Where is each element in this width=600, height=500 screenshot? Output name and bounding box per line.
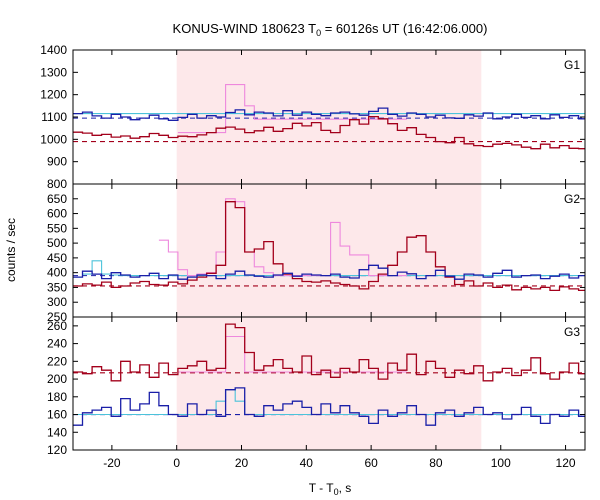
y-tick-label: 260 (47, 319, 67, 333)
series-dark-red-g1 (73, 115, 585, 150)
y-tick-label: 1000 (40, 132, 67, 146)
burst-interval-shade (176, 50, 482, 450)
y-tick-label: 1200 (40, 88, 67, 102)
x-tick-label: 60 (364, 456, 378, 470)
series-dark-red-g2 (73, 201, 585, 292)
y-tick-label: 1100 (41, 110, 67, 124)
y-tick-label: 1400 (40, 43, 67, 57)
x-tick-label: -20 (103, 456, 121, 470)
panel-label: G3 (564, 325, 580, 339)
series-group (73, 323, 585, 426)
panel-label: G2 (564, 192, 580, 206)
x-tick-label: 0 (173, 456, 180, 470)
y-tick-label: 240 (47, 337, 67, 351)
y-tick-label: 350 (47, 280, 67, 294)
series-blue-g1 (73, 107, 585, 121)
series-dark-red-g3 (73, 323, 585, 382)
x-tick-label: 120 (556, 456, 576, 470)
y-tick-label: 180 (47, 390, 67, 404)
y-tick-label: 300 (47, 295, 67, 309)
series-blue-g2 (73, 264, 585, 280)
y-tick-label: 200 (47, 372, 67, 386)
y-tick-label: 500 (47, 236, 67, 250)
x-tick-label: 40 (300, 456, 314, 470)
panel-frame (72, 316, 586, 451)
panel-g3: 120 140 160 180 200 220 240 260 -20 0 20 40 60 80 100 1… (47, 316, 586, 470)
y-tick-label: 120 (47, 443, 67, 457)
series-group (73, 198, 585, 292)
x-tick-label: 100 (491, 456, 511, 470)
y-tick-label: 600 (47, 207, 67, 221)
panels-layer: 80090010001100120013001400G1250300350400… (40, 43, 586, 470)
series-group (73, 84, 585, 150)
series-blue-g3 (73, 387, 585, 426)
y-tick-label: 1300 (40, 65, 67, 79)
x-tick-label: 20 (235, 456, 249, 470)
y-tick-label: 550 (47, 221, 67, 235)
y-tick-label: 450 (47, 251, 67, 265)
y-tick-label: 220 (47, 354, 67, 368)
y-tick-label: 400 (47, 266, 67, 280)
y-tick-label: 800 (47, 177, 67, 191)
y-tick-label: 900 (47, 155, 67, 169)
panel-label: G1 (564, 58, 580, 72)
y-tick-label: 140 (47, 425, 67, 439)
y-tick-label: 250 (47, 310, 67, 324)
series-pink-g1 (177, 84, 407, 134)
y-tick-label: 160 (47, 408, 67, 422)
y-tick-label: 650 (47, 192, 67, 206)
x-axis-label: T - T0, s (309, 481, 352, 497)
x-tick-label: 80 (429, 456, 443, 470)
chart-title: KONUS-WIND 180623 T0 = 60126s UT (16:42:… (173, 21, 488, 38)
panel-g1: 800 900 1000 1100 1200 1300 1400 G1 (40, 43, 586, 191)
series-pink-g3 (177, 335, 407, 373)
y-axis-label: counts / sec (4, 218, 18, 282)
